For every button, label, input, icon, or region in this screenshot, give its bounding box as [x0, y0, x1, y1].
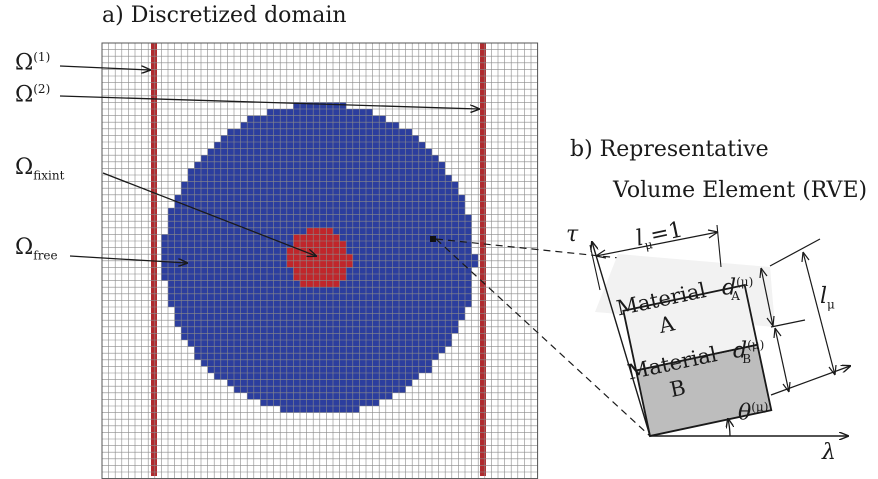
material-a-rect — [622, 283, 759, 372]
omega-free-arrow — [69, 255, 187, 263]
panel-b-title-line1: b) Representative — [570, 137, 769, 162]
omega-fixint-label: Ωfixint — [15, 155, 65, 183]
omega2-arrow — [59, 95, 479, 109]
rve-sample-point — [430, 236, 436, 242]
discretized-domain — [101, 42, 539, 479]
rve-mid-line — [770, 319, 806, 328]
omega1-arrow — [59, 65, 150, 70]
panel-a-title: a) Discretized domain — [102, 3, 347, 28]
omega-fixint-arrow — [102, 172, 316, 256]
l-unit-dimension — [595, 231, 719, 257]
tau-label: τ — [566, 222, 579, 247]
label-arrows — [59, 65, 479, 263]
omega2-label: Ω(2) — [15, 82, 51, 108]
omega1-strip — [151, 43, 157, 476]
omega-free-label: Ωfree — [15, 235, 58, 263]
rve-top-line — [769, 238, 821, 267]
d-b-dimension — [774, 327, 790, 393]
rve-diagram — [589, 224, 850, 437]
lambda-label: λ — [822, 440, 836, 465]
l-unit-right-tick — [716, 224, 722, 268]
d-a-label: d(μ)A — [722, 275, 754, 303]
l-mu-dimension — [802, 251, 836, 376]
theta-arc — [728, 419, 730, 437]
rve-bottom-line — [770, 366, 850, 396]
d-a-dimension — [760, 267, 774, 327]
l-unit-left-tick — [589, 244, 601, 291]
theta-label: θ(μ) — [738, 400, 769, 426]
omega2-strip — [480, 43, 486, 476]
d-b-label: d(μ)B — [733, 338, 765, 366]
panel-b-title-line2: Volume Element (RVE) — [613, 178, 868, 203]
tau-axis — [592, 242, 651, 437]
l-mu-label: lμ — [820, 284, 835, 312]
omega1-label: Ω(1) — [15, 50, 51, 76]
